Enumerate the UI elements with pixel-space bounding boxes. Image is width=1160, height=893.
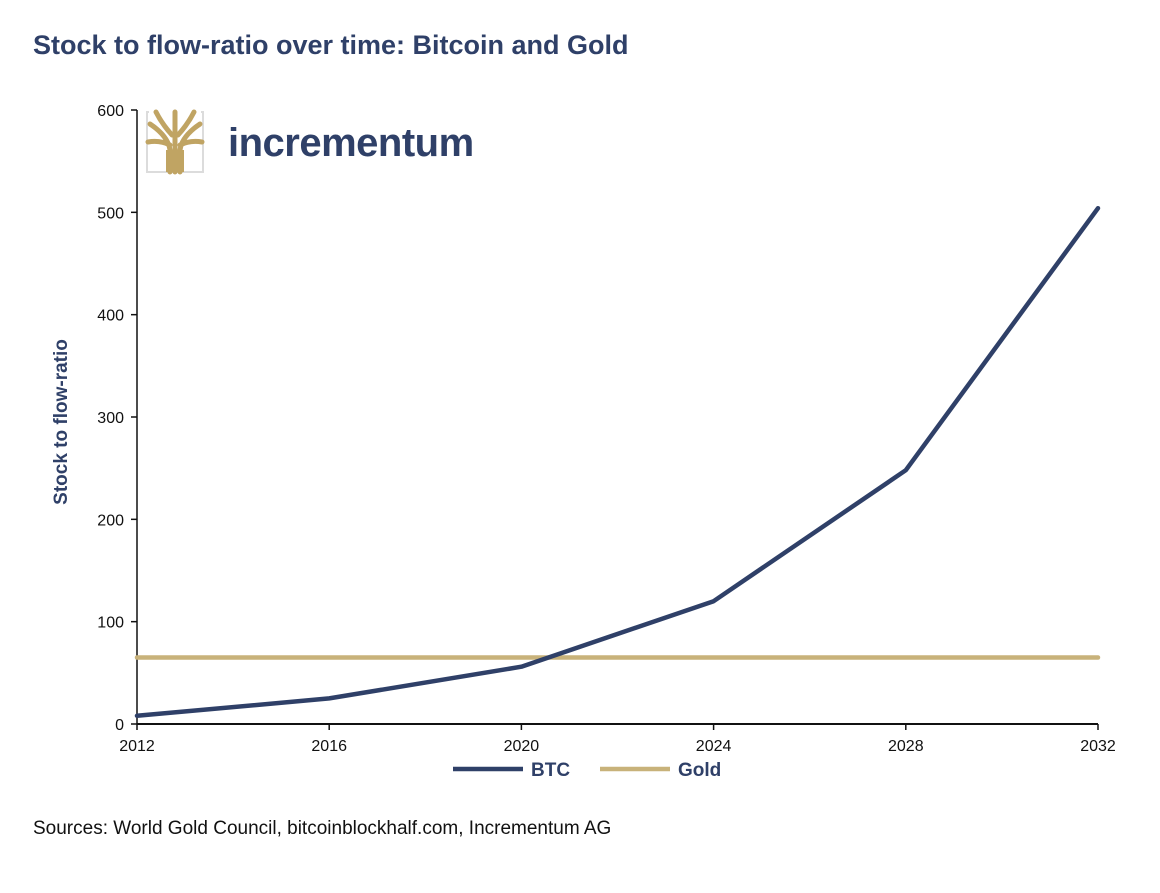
x-tick-label: 2016 (311, 738, 347, 755)
y-axis-label: Stock to flow-ratio (51, 339, 72, 505)
y-tick-label: 400 (97, 308, 124, 325)
legend-label-btc: BTC (531, 760, 570, 781)
series-line-btc (134, 205, 1101, 719)
x-tick-label: 2032 (1080, 738, 1116, 755)
y-tick-label: 600 (97, 103, 124, 120)
y-tick-label: 100 (97, 615, 124, 632)
legend-label-gold: Gold (678, 760, 721, 781)
y-tick-label: 200 (97, 512, 124, 529)
legend: BTC Gold (453, 760, 721, 781)
x-tick-label: 2012 (119, 738, 155, 755)
source-note: Sources: World Gold Council, bitcoinbloc… (33, 818, 612, 839)
x-tick-label: 2028 (888, 738, 924, 755)
x-tick-label: 2024 (696, 738, 732, 755)
tree-logo-icon (145, 109, 205, 175)
brand-logo-text: incrementum (228, 121, 474, 165)
y-tick-label: 500 (97, 205, 124, 222)
y-tick-label: 300 (97, 410, 124, 427)
x-tick-label: 2020 (504, 738, 540, 755)
chart-title: Stock to flow-ratio over time: Bitcoin a… (33, 30, 629, 60)
y-tick-label: 0 (115, 717, 124, 734)
